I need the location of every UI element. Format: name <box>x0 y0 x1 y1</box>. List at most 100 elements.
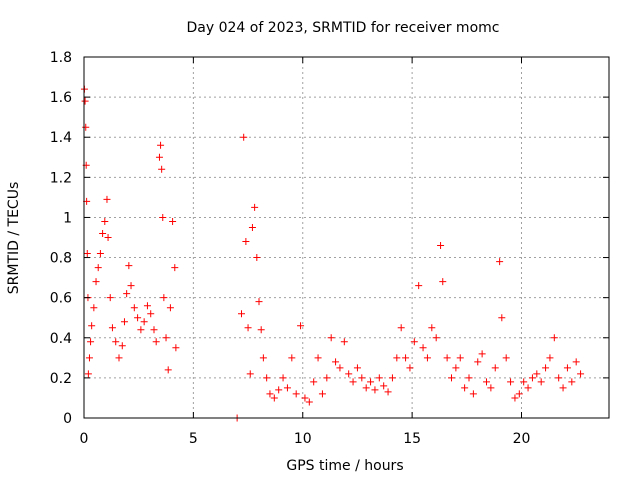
data-point <box>362 384 370 392</box>
data-point <box>85 354 93 362</box>
data-point <box>123 290 131 298</box>
data-point <box>323 374 331 382</box>
data-point <box>432 334 440 342</box>
data-point <box>469 390 477 398</box>
data-point <box>546 354 554 362</box>
data-point <box>349 378 357 386</box>
data-point <box>275 386 283 394</box>
data-point <box>159 213 167 221</box>
data-point <box>375 374 383 382</box>
data-point <box>255 298 263 306</box>
data-point <box>524 384 532 392</box>
data-point <box>336 364 344 372</box>
data-point <box>83 250 91 258</box>
data-point <box>297 322 305 330</box>
data-point <box>465 374 473 382</box>
data-point <box>559 384 567 392</box>
data-point <box>520 378 528 386</box>
data-point <box>511 394 519 402</box>
data-point <box>251 203 259 211</box>
data-point <box>108 324 116 332</box>
data-point <box>437 242 445 250</box>
y-tick-label: 1.8 <box>50 50 72 66</box>
data-point <box>358 374 366 382</box>
data-point <box>171 264 179 272</box>
data-point <box>94 264 102 272</box>
data-point <box>253 254 261 262</box>
data-point <box>456 354 464 362</box>
data-point <box>81 97 89 105</box>
data-point <box>397 324 405 332</box>
data-point <box>155 153 163 161</box>
data-point <box>318 390 326 398</box>
data-point <box>104 234 112 241</box>
data-point <box>162 334 170 342</box>
data-point <box>542 364 550 372</box>
data-point <box>314 354 322 362</box>
data-point <box>150 326 158 334</box>
data-point <box>498 314 506 322</box>
data-point <box>423 354 431 362</box>
data-point <box>367 378 375 386</box>
data-point <box>448 374 455 382</box>
data-point <box>388 374 396 382</box>
data-point <box>555 374 563 382</box>
data-point <box>263 374 271 382</box>
x-tick-label: 20 <box>513 431 531 447</box>
data-point <box>283 384 291 392</box>
y-tick-label: 1 <box>63 210 72 226</box>
data-point <box>246 370 254 378</box>
data-point <box>106 294 114 302</box>
axis-ticks: 0 0.2 0.4 0.6 0.8 1 1.2 1.4 1.6 1.8 0 5 10 15 20 <box>50 50 609 447</box>
x-tick-label: 10 <box>294 431 312 447</box>
data-point <box>130 304 138 312</box>
data-point <box>507 378 515 386</box>
data-point <box>474 358 482 366</box>
data-point <box>428 324 436 332</box>
x-tick-label: 5 <box>189 431 198 447</box>
data-point <box>158 165 166 173</box>
grid-lines <box>84 57 609 418</box>
data-point <box>301 394 309 402</box>
data-point <box>327 334 335 342</box>
data-point <box>550 334 558 342</box>
y-tick-label: 0.6 <box>50 291 72 307</box>
data-point <box>410 338 418 346</box>
data-point <box>147 310 155 318</box>
data-point <box>90 304 98 312</box>
data-point <box>292 390 300 398</box>
data-point <box>305 398 313 406</box>
data-point <box>371 386 379 394</box>
data-point <box>169 217 177 225</box>
plot-frame <box>83 56 610 419</box>
data-point <box>125 262 133 270</box>
data-point <box>515 390 523 398</box>
data-point <box>127 282 135 290</box>
data-point <box>172 344 180 352</box>
data-point <box>528 374 536 382</box>
data-point <box>240 133 248 141</box>
data-point <box>345 370 353 378</box>
data-point <box>487 384 495 392</box>
data-point <box>84 370 92 378</box>
data-point <box>112 338 120 346</box>
data-point <box>120 318 128 326</box>
data-point <box>577 370 585 378</box>
data-point <box>257 326 265 334</box>
x-tick-label: 15 <box>403 431 421 447</box>
data-point <box>238 310 245 318</box>
data-point <box>248 223 256 231</box>
data-point <box>140 318 148 326</box>
data-point <box>82 123 90 131</box>
data-point <box>496 258 504 266</box>
data-point <box>563 364 571 372</box>
data-point <box>157 141 165 149</box>
data-point <box>101 217 109 225</box>
data-point <box>118 342 126 350</box>
data-point <box>415 282 423 290</box>
data-point <box>88 322 96 330</box>
data-point <box>380 382 388 390</box>
data-point <box>270 394 278 402</box>
data-point <box>259 354 267 362</box>
data-point <box>353 364 361 372</box>
